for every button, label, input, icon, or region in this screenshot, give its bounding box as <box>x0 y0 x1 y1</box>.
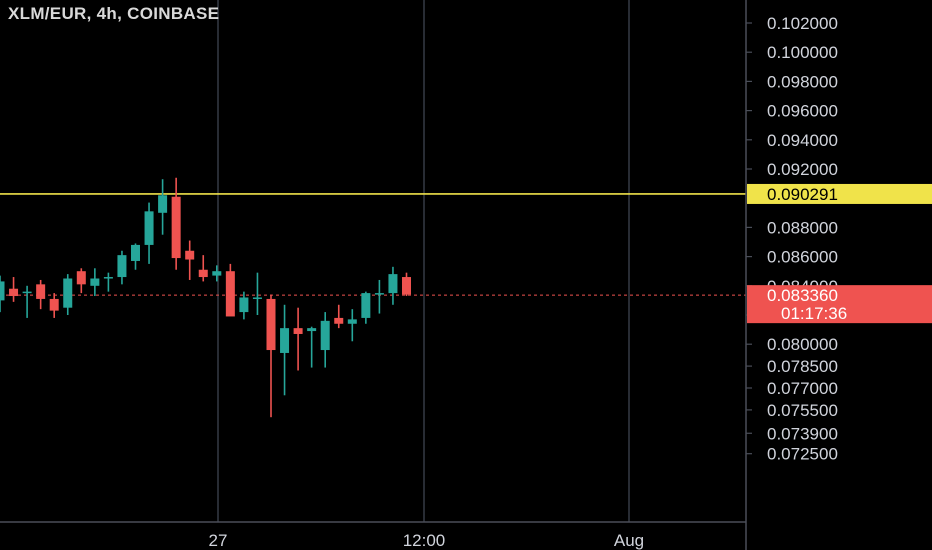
candle-body <box>252 297 262 299</box>
price-tick-label: 0.088000 <box>767 218 838 237</box>
horizontal-line-tag-label: 0.090291 <box>767 185 838 204</box>
price-tick-label: 0.092000 <box>767 160 838 179</box>
candle <box>307 326 317 368</box>
candle-body <box>158 195 168 213</box>
candle-body <box>266 298 276 351</box>
candle <box>239 291 249 320</box>
time-tick-label: Aug <box>614 531 644 550</box>
candle <box>347 309 357 342</box>
time-tick-label: 12:00 <box>403 531 446 550</box>
candle-body <box>280 328 290 353</box>
candle <box>171 177 181 270</box>
candle <box>198 255 208 282</box>
candle-body <box>63 278 73 308</box>
candle-body <box>320 320 330 351</box>
candle <box>252 272 262 315</box>
price-tick-label: 0.072500 <box>767 445 838 464</box>
candle <box>361 291 371 324</box>
candle <box>388 266 398 305</box>
candle-body <box>212 271 222 276</box>
candle <box>374 279 384 314</box>
candle-body <box>402 277 411 295</box>
price-tick-label: 0.086000 <box>767 248 838 267</box>
candle <box>9 277 19 302</box>
candle <box>144 202 154 264</box>
candle <box>320 312 330 368</box>
candle-body <box>307 328 317 332</box>
candle <box>0 275 5 313</box>
horizontal-line-layer <box>0 193 746 296</box>
candle-body <box>0 281 5 301</box>
candle-body <box>347 319 357 324</box>
candle <box>76 268 86 294</box>
price-tick-label: 0.073900 <box>767 424 838 443</box>
candle <box>103 272 113 292</box>
symbol-title: XLM/EUR, 4h, COINBASE <box>8 4 220 23</box>
price-tick-label: 0.100000 <box>767 43 838 62</box>
price-tick-label: 0.078500 <box>767 357 838 376</box>
candle-body <box>374 293 384 295</box>
candle-body <box>361 293 371 318</box>
candle <box>49 293 59 318</box>
candle-body <box>36 284 46 299</box>
time-tick-label: 27 <box>209 531 228 550</box>
candle <box>402 272 411 297</box>
candle-body <box>117 255 127 278</box>
candle <box>90 268 100 297</box>
candle-body <box>185 250 195 260</box>
candle <box>158 179 168 235</box>
candle <box>293 307 303 371</box>
price-tick-label: 0.098000 <box>767 72 838 91</box>
candle-body <box>334 317 344 324</box>
price-tick-label: 0.096000 <box>767 102 838 121</box>
candle-body <box>144 211 154 245</box>
candle <box>22 285 32 318</box>
candle-body <box>131 244 140 261</box>
countdown-label: 01:17:36 <box>781 304 847 323</box>
price-tick-label: 0.075500 <box>767 401 838 420</box>
price-tick-label: 0.077000 <box>767 379 838 398</box>
candle-body <box>22 291 32 294</box>
horizontal-line-tag <box>747 183 932 204</box>
candle <box>185 240 195 280</box>
candle <box>280 304 290 396</box>
candle-body <box>9 288 19 297</box>
candle-body <box>49 298 59 311</box>
candle-body <box>76 271 86 285</box>
price-tick-label: 0.102000 <box>767 14 838 33</box>
price-tick-label: 0.094000 <box>767 131 838 150</box>
candle-body <box>90 278 100 286</box>
candle-body <box>388 274 398 294</box>
last-price-tag-label: 0.083360 <box>767 286 838 305</box>
price-tick-label: 0.080000 <box>767 335 838 354</box>
candle <box>36 279 46 310</box>
candle-body <box>103 277 113 279</box>
candle-body <box>225 271 235 317</box>
candle <box>225 263 235 317</box>
candle <box>266 294 276 418</box>
candles-layer <box>0 177 411 418</box>
candle <box>131 243 140 270</box>
candle-body <box>293 328 303 334</box>
candle <box>334 304 344 329</box>
grid-lines <box>217 0 630 522</box>
last-price-tag <box>747 285 932 324</box>
candle <box>117 250 127 285</box>
candle-body <box>239 297 249 313</box>
candle <box>63 274 73 315</box>
candle <box>212 265 222 282</box>
candle-body <box>171 196 181 259</box>
candle-body <box>198 269 208 278</box>
